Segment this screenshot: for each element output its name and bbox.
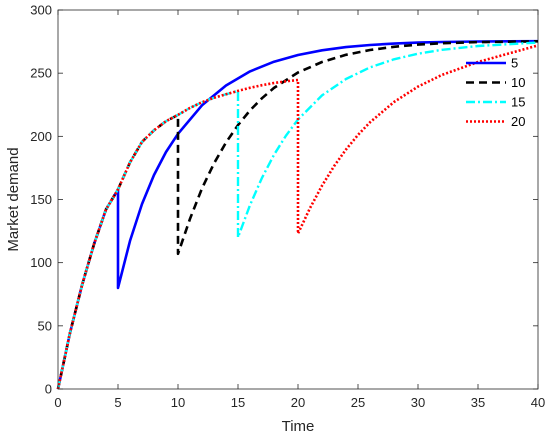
y-tick-label: 50 — [38, 318, 52, 333]
x-tick-label: 10 — [171, 395, 185, 410]
x-tick-label: 20 — [291, 395, 305, 410]
y-axis-label: Market demand — [5, 147, 22, 251]
x-tick-label: 30 — [411, 395, 425, 410]
legend-label-5: 5 — [511, 56, 518, 71]
y-tick-label: 150 — [30, 192, 52, 207]
x-tick-label: 5 — [114, 395, 121, 410]
y-tick-label: 100 — [30, 255, 52, 270]
legend-label-10: 10 — [511, 75, 525, 90]
ticks-layer: 0 5 10 15 20 25 30 35 40 0 50 100 150 200 250 300 — [30, 3, 545, 411]
y-tick-label: 0 — [45, 382, 52, 397]
x-axis-label: Time — [282, 418, 315, 435]
y-tick-label: 250 — [30, 66, 52, 81]
x-tick-label: 40 — [531, 395, 545, 410]
legend: 5 10 15 20 — [466, 56, 525, 129]
x-tick-label: 25 — [351, 395, 365, 410]
x-tick-label: 35 — [471, 395, 485, 410]
series-line-20 — [56, 44, 539, 390]
series-layer — [56, 39, 539, 390]
y-tick-label: 200 — [30, 129, 52, 144]
y-tick-label: 300 — [30, 3, 52, 18]
x-tick-label: 0 — [54, 395, 61, 410]
legend-label-20: 20 — [511, 114, 525, 129]
x-tick-label: 15 — [231, 395, 245, 410]
legend-label-15: 15 — [511, 95, 525, 110]
